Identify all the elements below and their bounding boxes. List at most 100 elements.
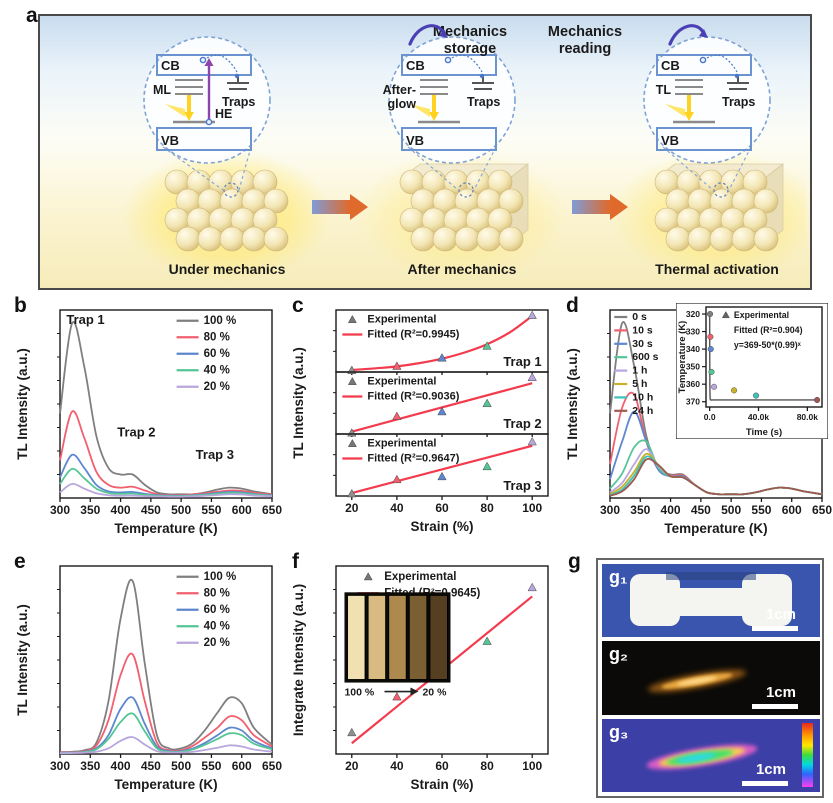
- svg-text:Temperature (K): Temperature (K): [114, 521, 217, 536]
- svg-text:400: 400: [111, 759, 131, 773]
- svg-text:Trap 3: Trap 3: [503, 478, 541, 493]
- svg-text:TL: TL: [656, 83, 672, 97]
- svg-text:After mechanics: After mechanics: [408, 261, 517, 277]
- svg-text:350: 350: [686, 362, 700, 372]
- svg-text:100 %: 100 %: [344, 687, 374, 699]
- svg-text:650: 650: [262, 759, 282, 773]
- svg-text:20: 20: [345, 759, 359, 773]
- svg-text:CB: CB: [406, 58, 425, 73]
- panel-a-mechanism-diagram: CB VB Traps HE ML Under mechanics CB VB Traps Aft…: [38, 14, 812, 290]
- panel-g-photos: g₁ 1cm g₂ 1cm: [596, 558, 824, 798]
- svg-text:350: 350: [80, 759, 100, 773]
- photo-g2-afterglow: g₂ 1cm: [602, 641, 820, 715]
- svg-text:650: 650: [262, 503, 282, 517]
- svg-text:glow: glow: [388, 97, 417, 111]
- svg-text:20 %: 20 %: [204, 381, 230, 393]
- svg-text:Traps: Traps: [222, 95, 255, 109]
- svg-text:40 %: 40 %: [204, 620, 230, 632]
- svg-text:40: 40: [390, 759, 404, 773]
- svg-text:Trap 2: Trap 2: [117, 425, 155, 440]
- photo-g1-scale-text: 1cm: [765, 606, 796, 624]
- chart-e-tl-glow-curves-second: 300 350 400 450 500 550 600 650 100 % 80 % 60 % 40 …: [15, 565, 282, 792]
- panel-label-e: e: [14, 550, 26, 573]
- svg-text:30 s: 30 s: [632, 338, 653, 350]
- panel-label-a: a: [26, 4, 38, 27]
- svg-text:10 s: 10 s: [632, 324, 653, 336]
- svg-text:300: 300: [600, 503, 620, 517]
- svg-text:Time (s): Time (s): [746, 427, 782, 438]
- svg-text:VB: VB: [661, 133, 679, 148]
- svg-text:100: 100: [522, 759, 542, 773]
- svg-text:600: 600: [232, 759, 252, 773]
- svg-text:Trap 1: Trap 1: [503, 354, 541, 369]
- panel-label-d: d: [566, 294, 579, 317]
- svg-text:400: 400: [111, 503, 131, 517]
- photo-g3-tag: g₃: [609, 721, 629, 742]
- svg-text:550: 550: [201, 759, 221, 773]
- svg-text:Temperature (K): Temperature (K): [114, 777, 217, 792]
- svg-text:Temperature (K): Temperature (K): [677, 321, 688, 394]
- svg-text:80: 80: [480, 501, 494, 515]
- svg-text:0 s: 0 s: [632, 311, 647, 323]
- svg-text:Under mechanics: Under mechanics: [169, 261, 286, 277]
- svg-text:Fitted (R²=0.9036): Fitted (R²=0.9036): [367, 390, 459, 402]
- chart-b-tl-glow-curves: 300 350 400 450 500 550 600 650 100 % 80 % 60 % 40 …: [15, 309, 282, 536]
- svg-text:400: 400: [661, 503, 681, 517]
- photo-g2-tag: g₂: [609, 644, 628, 665]
- photo-g2-scale-text: 1cm: [765, 683, 796, 701]
- photo-g3-scale-text: 1cm: [755, 760, 786, 778]
- svg-text:300: 300: [50, 503, 70, 517]
- panel-label-b: b: [14, 294, 27, 317]
- svg-text:TL Intensity (a.u.): TL Intensity (a.u.): [565, 348, 580, 460]
- svg-text:600 s: 600 s: [632, 351, 658, 363]
- svg-text:650: 650: [812, 503, 832, 517]
- svg-text:500: 500: [171, 759, 191, 773]
- svg-text:450: 450: [141, 759, 161, 773]
- chart-c-trap-strain-fits: Experimental Fitted (R²=0.9945) Trap 1 Expe…: [291, 309, 549, 534]
- svg-text:500: 500: [171, 503, 191, 517]
- panel-label-g: g: [568, 550, 581, 573]
- svg-text:Integrate Intensity (a.u.): Integrate Intensity (a.u.): [291, 584, 306, 736]
- svg-text:600: 600: [782, 503, 802, 517]
- svg-text:40 %: 40 %: [204, 364, 230, 376]
- svg-text:40.0k: 40.0k: [748, 412, 770, 422]
- svg-text:Experimental: Experimental: [734, 310, 789, 320]
- svg-text:Trap 2: Trap 2: [503, 416, 541, 431]
- svg-text:60: 60: [435, 501, 449, 515]
- svg-text:CB: CB: [661, 58, 680, 73]
- photo-g1-sample: g₁ 1cm: [602, 564, 820, 638]
- svg-text:10 h: 10 h: [632, 391, 653, 403]
- svg-text:Experimental: Experimental: [367, 437, 436, 449]
- svg-text:80 %: 80 %: [204, 331, 230, 343]
- svg-text:TL Intensity (a.u.): TL Intensity (a.u.): [15, 348, 30, 460]
- svg-text:storage: storage: [444, 41, 496, 57]
- svg-text:370: 370: [686, 397, 700, 407]
- afterglow-streak-image: [647, 670, 747, 693]
- dogbone-sample-image: [630, 572, 792, 626]
- svg-text:VB: VB: [406, 133, 424, 148]
- svg-text:Experimental: Experimental: [384, 571, 456, 583]
- svg-text:Fitted (R²=0.9945): Fitted (R²=0.9945): [367, 328, 459, 340]
- svg-text:24 h: 24 h: [632, 405, 653, 417]
- svg-text:340: 340: [686, 344, 700, 354]
- svg-text:350: 350: [630, 503, 650, 517]
- mechanism-unit-2: CB VB Traps After-glow After mechanics: [357, 36, 567, 282]
- svg-text:5 h: 5 h: [632, 378, 647, 390]
- photo-g1-scale-bar: [752, 626, 798, 632]
- mechanism-unit-3: CB VB Traps TL Thermal activation: [612, 36, 806, 282]
- svg-text:100 %: 100 %: [204, 571, 237, 583]
- svg-text:TL Intensity (a.u.): TL Intensity (a.u.): [15, 604, 30, 716]
- thermal-color-scale: [802, 722, 813, 787]
- svg-text:Fitted (R²=0.9647): Fitted (R²=0.9647): [367, 452, 459, 464]
- svg-text:Experimental: Experimental: [367, 313, 436, 325]
- svg-text:Fitted (R²=0.904): Fitted (R²=0.904): [734, 325, 803, 335]
- svg-text:Strain (%): Strain (%): [410, 519, 473, 534]
- svg-text:Traps: Traps: [722, 95, 755, 109]
- svg-text:60: 60: [435, 759, 449, 773]
- svg-text:60 %: 60 %: [204, 348, 230, 360]
- svg-text:450: 450: [691, 503, 711, 517]
